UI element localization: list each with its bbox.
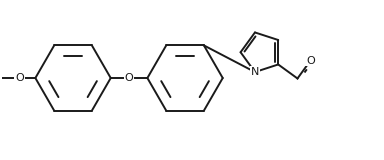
Text: O: O <box>306 56 314 66</box>
Text: O: O <box>125 73 133 83</box>
Text: O: O <box>15 73 24 83</box>
Text: N: N <box>251 67 259 77</box>
